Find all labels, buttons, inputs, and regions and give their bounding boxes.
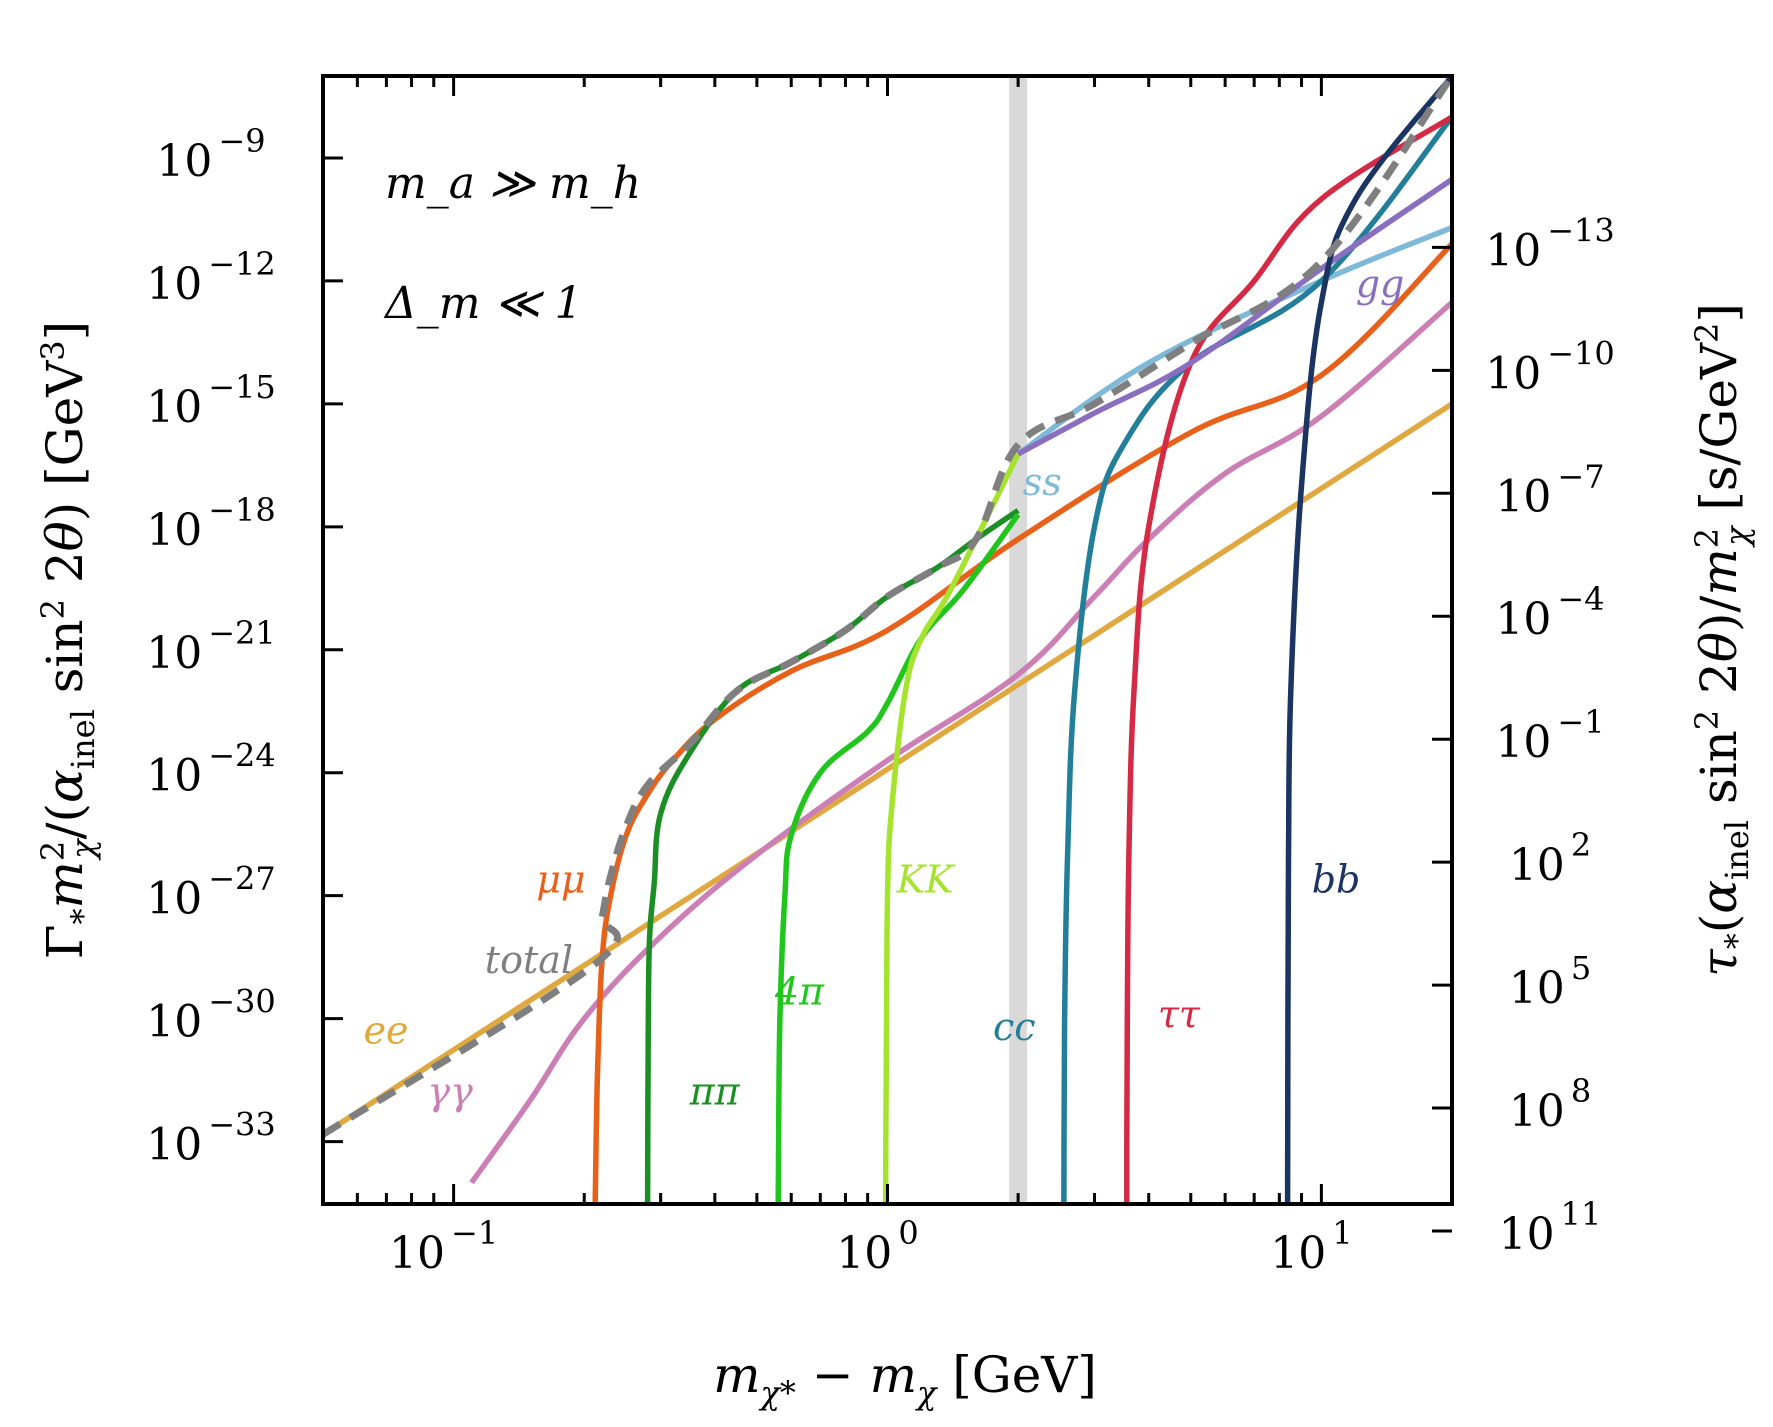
series-line-gammagamma: [469, 300, 1452, 1185]
series-line-bb: [1284, 76, 1452, 1204]
vertical-band-rect: [1009, 76, 1028, 1204]
curve-label-kk: KK: [896, 857, 956, 901]
curve-label-ss: ss: [1023, 460, 1062, 504]
curve-label-bb: bb: [1312, 857, 1361, 901]
y-tick-label: 10 −27: [146, 860, 276, 925]
y2-tick-label: 10 5: [1509, 949, 1591, 1014]
curve-label-gammagamma: γγ: [427, 1070, 473, 1114]
y-tick-label: 10 −9: [156, 122, 265, 187]
x-axis-title: mχ* − mχ [GeV]: [713, 1346, 1097, 1412]
series-line-kk: [882, 452, 1021, 1204]
curve-label-4pi: 4π: [774, 970, 825, 1014]
y2-tick-label: 10 −10: [1485, 334, 1615, 399]
series-line-gg: [1016, 177, 1452, 457]
y2-tick-label: 10 −13: [1485, 211, 1615, 276]
y2-axis-title: τ*(αinel sin2 2θ)/m2χ [s/GeV2]: [1688, 303, 1756, 977]
curve-label-gg: gg: [1356, 262, 1405, 306]
y-axis-title: Γ*m2χ/(αinel sin2 2θ) [GeV3]: [34, 321, 102, 959]
series-line-4pi: [775, 512, 1021, 1204]
axis-ticks: [321, 76, 1454, 1233]
annotation-mass-hierarchy: m_a ≫ m_h: [385, 158, 641, 209]
y-tick-label: 10 −12: [146, 245, 276, 310]
curve-label-pipi: ππ: [689, 1070, 741, 1114]
y2-tick-label: 10 2: [1509, 826, 1591, 891]
y2-tick-label: 10 8: [1509, 1072, 1591, 1137]
series-line-tautau: [1124, 114, 1452, 1204]
series-line-ee: [323, 401, 1452, 1137]
x-tick-label: 10 −1: [389, 1214, 498, 1279]
y-tick-label: 10 −15: [146, 368, 276, 433]
series-line-mumu: [592, 241, 1452, 1204]
vertical-band: [1009, 76, 1028, 1204]
y-tick-label: 10 −18: [146, 491, 276, 556]
y-tick-label: 10 −21: [146, 614, 276, 679]
y2-tick-label: 10 −7: [1495, 457, 1604, 522]
x-tick-label: 10 1: [1270, 1214, 1352, 1279]
curve-label-mumu: μμ: [536, 857, 585, 901]
curve-label-ee: ee: [364, 1008, 409, 1052]
y2-tick-label: 10 11: [1499, 1195, 1602, 1260]
annotation-block: m_a ≫ m_h Δ_m ≪ 1: [383, 158, 641, 329]
y-tick-label: 10 −24: [146, 737, 276, 802]
y-tick-label: 10 −33: [146, 1106, 276, 1171]
curve-label-tautau: ττ: [1158, 993, 1201, 1037]
y2-tick-label: 10 −4: [1495, 580, 1604, 645]
series-line-cc: [1061, 115, 1452, 1204]
x-tick-label: 10 0: [836, 1214, 918, 1279]
curve-label-cc: cc: [993, 1005, 1036, 1049]
curve-label-total: total: [485, 938, 573, 982]
total-curve-layer: [323, 76, 1452, 1138]
y2-tick-label: 10 −1: [1495, 703, 1604, 768]
series-line-total: [323, 76, 1452, 1138]
y-tick-label: 10 −30: [146, 983, 276, 1048]
annotation-mass-splitting: Δ_m ≪ 1: [383, 278, 583, 329]
tick-labels: 10 −1 10 0 10 1 10 −9 10 −12 10 −15 10 −18 10 −21 10 −24 1…: [146, 122, 1615, 1279]
